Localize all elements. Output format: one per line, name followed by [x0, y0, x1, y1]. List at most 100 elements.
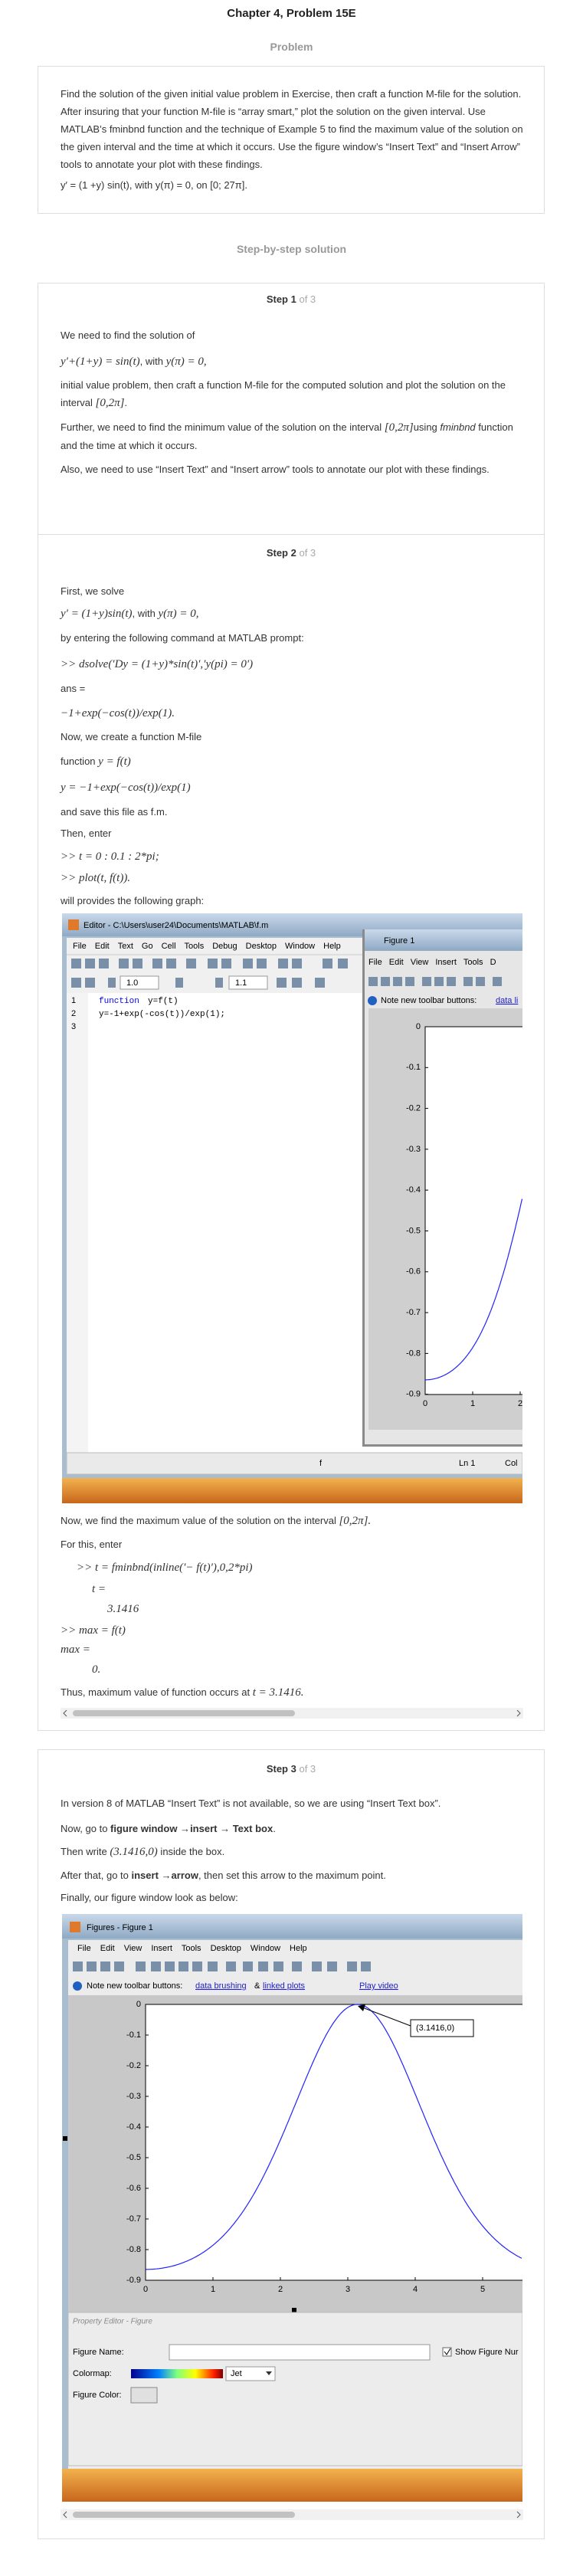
problem-text: Find the solution of the given initial v…: [61, 88, 523, 170]
text: arrow: [171, 1870, 198, 1881]
text: function: [61, 755, 99, 767]
note: Note new toolbar buttons:: [381, 996, 477, 1005]
math: >> t = fminbnd(inline(′− f(t)′),0,2*pi): [77, 1562, 253, 1574]
step-count: of 3: [299, 293, 316, 305]
checkbox: [442, 2347, 452, 2357]
math: >> plot(t, f(t)).: [61, 872, 131, 884]
title-bar: [62, 1914, 522, 1939]
scrollbar: [61, 2509, 523, 2520]
menu-item: View: [124, 1944, 142, 1953]
text-line: >> max = f(t): [61, 1621, 521, 1640]
math: −1+exp(−cos(t))/exp(1).: [61, 707, 175, 719]
step-count: of 3: [299, 1763, 316, 1775]
step-label: Step 3: [266, 1763, 296, 1775]
text: →: [158, 1870, 172, 1881]
desktop: [62, 1478, 522, 1503]
text: Thus, maximum value of function occurs a…: [61, 1686, 253, 1698]
math: y′ = (1+y)sin(t): [61, 608, 133, 620]
text-line: Also, we need to use “Insert Text” and “…: [61, 460, 521, 478]
menu-bar: File Edit Text Go Cell Tools Debug Desktop Windo…: [73, 942, 341, 951]
text-line: After that, go to insert →arrow, then se…: [61, 1866, 521, 1884]
text-line: >> t = 0 : 0.1 : 2*pi;: [61, 847, 521, 866]
x-tick-label: 1: [470, 1399, 475, 1408]
text-line: y = −1+exp(−cos(t))/exp(1): [61, 778, 521, 797]
math: [0,2π]: [95, 397, 125, 409]
input: [228, 975, 268, 990]
text: insert: [190, 1823, 218, 1834]
x-tick-label: 1: [211, 2285, 215, 2294]
field-label: Figure Color:: [73, 2391, 122, 2400]
text-line: For this, enter: [61, 1535, 521, 1553]
text: Also, we need to use “Insert Text” and “…: [61, 464, 490, 475]
axes: [424, 1026, 522, 1395]
x-tick-label: 2: [518, 1399, 522, 1408]
note: Note new toolbar buttons:: [87, 1981, 182, 1991]
toolbar-value: 1.1: [235, 978, 247, 988]
text-line: function y = f(t): [61, 752, 521, 771]
text-line: >> plot(t, f(t)).: [61, 869, 521, 887]
link: data li: [496, 996, 518, 1005]
text-line: First, we solve: [61, 582, 521, 600]
x-tick-label: 4: [413, 2285, 418, 2294]
text: After that, go to: [61, 1870, 132, 1881]
text: →: [217, 1823, 233, 1834]
dropdown-value: Jet: [231, 2369, 242, 2378]
math: 3.1416: [107, 1603, 139, 1615]
menu-item: View: [411, 958, 429, 967]
window-title: Figures - Figure 1: [87, 1923, 153, 1932]
text: initial value problem, then craft a func…: [61, 379, 506, 408]
link: data brushing: [195, 1981, 247, 1991]
menu-item: Tools: [185, 942, 205, 951]
text-line: max =: [61, 1640, 521, 1659]
annotation-box: [410, 2019, 474, 2037]
plot-line: [425, 1198, 522, 1381]
text-line: Further, we need to find the minimum val…: [61, 418, 521, 454]
text: →: [177, 1823, 191, 1834]
text: First, we solve: [61, 585, 125, 597]
menu-item: Cell: [162, 942, 176, 951]
code-line: y=f(t): [148, 997, 179, 1006]
menu-item: Insert: [435, 958, 457, 967]
text: Now, we create a function M-file: [61, 731, 202, 742]
status-text: f: [319, 1459, 323, 1468]
y-tick-label: -0.7: [406, 1308, 421, 1317]
menu-item: Window: [285, 942, 315, 951]
math: max =: [61, 1644, 90, 1656]
text: inside the box.: [157, 1846, 225, 1857]
note-text: &: [254, 1981, 260, 1991]
text: Now, go to: [61, 1823, 111, 1834]
menu-item: Insert: [151, 1944, 172, 1953]
scroll-thumb: [73, 1710, 295, 1716]
menu-item: File: [73, 942, 87, 951]
math: >> max = f(t): [61, 1624, 126, 1637]
step-count: of 3: [299, 547, 316, 559]
text: Then, enter: [61, 828, 112, 839]
dropdown: [225, 2366, 276, 2381]
text-line: t =: [92, 1580, 521, 1598]
panel-title: Property Editor - Figure: [73, 2318, 152, 2326]
step-heading: Step 3 of 3: [38, 1763, 545, 1775]
menu-bar: File Edit View Insert Tools D: [368, 958, 496, 967]
step-label: Step 1: [266, 293, 296, 305]
y-tick-label: -0.1: [406, 1063, 421, 1072]
status-text: Ln 1: [459, 1459, 475, 1468]
text: , with: [139, 356, 166, 367]
scrollbar: [61, 1708, 523, 1719]
text: will provides the following graph:: [61, 895, 205, 906]
math: y(π) = 0,: [165, 356, 207, 368]
check: [444, 2348, 451, 2355]
window-title: Editor - C:\Users\user24\Documents\MATLA…: [84, 921, 268, 930]
scroll-thumb: [73, 2512, 295, 2518]
math: >> t = 0 : 0.1 : 2*pi;: [61, 850, 159, 863]
problem-box: Find the solution of the given initial v…: [38, 66, 545, 214]
problem-equation: y′ = (1 +y) sin(t), with y(π) = 0, on [0…: [61, 179, 247, 191]
arrow-head: [358, 2004, 365, 2011]
text: ans =: [61, 683, 86, 694]
annotation-arrow: [362, 2007, 411, 2027]
scroll-arrow: [516, 2511, 521, 2519]
x-tick-label: 0: [423, 1399, 427, 1408]
title-bar: [365, 929, 522, 951]
text-line: will provides the following graph:: [61, 892, 521, 909]
line-number: 1: [71, 996, 76, 1005]
menu-item: D: [490, 958, 496, 967]
